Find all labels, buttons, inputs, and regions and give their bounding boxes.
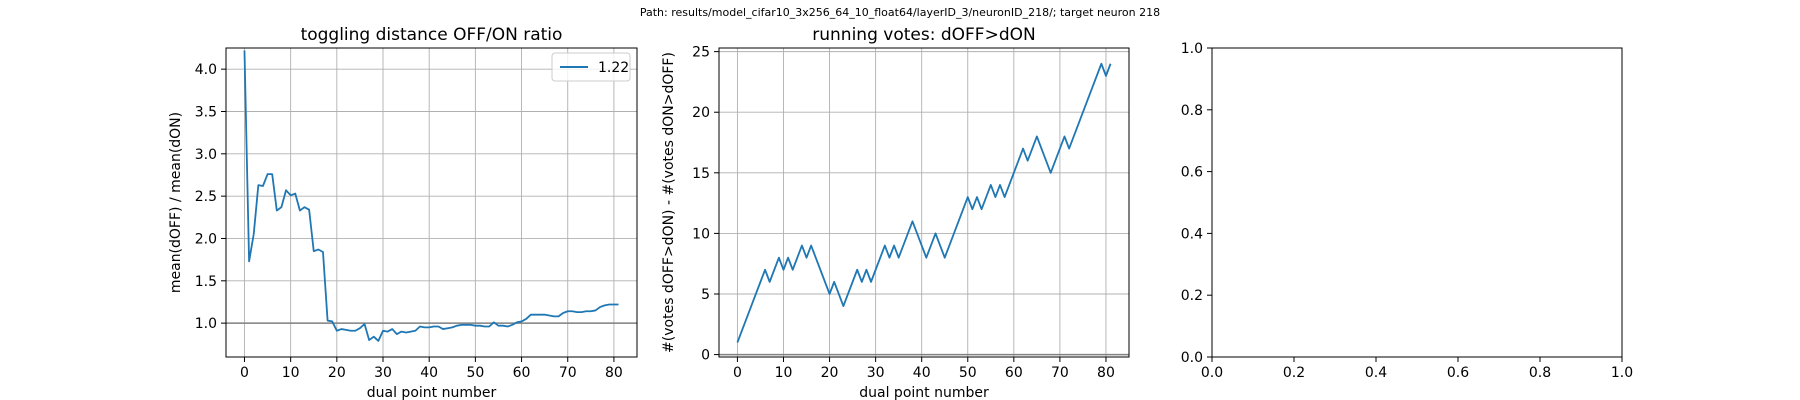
chart1-ytick-label-1: 5 bbox=[701, 287, 710, 303]
chart0-ytick-label-0: 1.0 bbox=[195, 316, 217, 332]
chart2-ytick-label-4: 0.8 bbox=[1181, 103, 1203, 119]
chart0-ytick-label-5: 3.5 bbox=[195, 104, 217, 120]
chart2-xtick-label-5: 1.0 bbox=[1611, 365, 1633, 381]
chart0-legend-label-0: 1.22 bbox=[598, 60, 629, 76]
chart1-title: running votes: dOFF>dON bbox=[812, 25, 1035, 45]
chart2-xtick-label-3: 0.6 bbox=[1447, 365, 1469, 381]
figure-suptitle: Path: results/model_cifar10_3x256_64_10_… bbox=[640, 6, 1160, 19]
chart0-ytick-label-2: 2.0 bbox=[195, 231, 217, 247]
chart1-xtick-label-7: 70 bbox=[1051, 365, 1069, 381]
chart1-xtick-label-1: 10 bbox=[775, 365, 793, 381]
chart2-xtick-label-1: 0.2 bbox=[1283, 365, 1305, 381]
chart1-ytick-label-0: 0 bbox=[701, 348, 710, 364]
chart0-xtick-label-5: 50 bbox=[466, 365, 484, 381]
chart1-ytick-label-4: 20 bbox=[692, 105, 710, 121]
chart0-ytick-label-3: 2.5 bbox=[195, 189, 217, 205]
chart1-xtick-label-3: 30 bbox=[867, 365, 885, 381]
chart1-ytick-label-5: 25 bbox=[692, 45, 710, 61]
chart2-ytick-label-0: 0.0 bbox=[1181, 350, 1203, 366]
chart0-xtick-label-2: 20 bbox=[328, 365, 346, 381]
chart2-xtick-label-0: 0.0 bbox=[1201, 365, 1223, 381]
chart1-ytick-label-2: 10 bbox=[692, 226, 710, 242]
chart1-ylabel: #(votes dOFF>dON) - #(votes dON>dOFF) bbox=[661, 52, 677, 353]
chart2-ytick-label-3: 0.6 bbox=[1181, 165, 1203, 181]
chart2-ytick-label-5: 1.0 bbox=[1181, 41, 1203, 57]
chart2-ytick-label-1: 0.2 bbox=[1181, 288, 1203, 304]
chart1-xtick-label-2: 20 bbox=[821, 365, 839, 381]
chart0-xtick-label-8: 80 bbox=[605, 365, 623, 381]
chart1-series-line-0 bbox=[736, 62, 1112, 343]
chart0-xtick-label-7: 70 bbox=[559, 365, 577, 381]
chart0-ylabel: mean(dOFF) / mean(dON) bbox=[168, 112, 184, 293]
chart1-xtick-label-6: 60 bbox=[1005, 365, 1023, 381]
subplot-toggling-ratio: 0 10 20 30 40 50 60 70 80 1.0 1.5 2.0 2.5 3.0 3.5 4.0 to… bbox=[168, 25, 638, 400]
chart0-ytick-label-4: 3.0 bbox=[195, 147, 217, 163]
chart1-xtick-label-8: 80 bbox=[1097, 365, 1115, 381]
chart2-xtick-label-2: 0.4 bbox=[1365, 365, 1387, 381]
chart0-legend-box bbox=[551, 52, 631, 82]
chart0-title: toggling distance OFF/ON ratio bbox=[301, 25, 563, 45]
chart0-ytick-label-6: 4.0 bbox=[195, 62, 217, 78]
chart0-xlabel: dual point number bbox=[367, 385, 497, 400]
chart1-xtick-label-0: 0 bbox=[733, 365, 742, 381]
chart0-xtick-label-0: 0 bbox=[240, 365, 249, 381]
chart1-ytick-label-3: 15 bbox=[692, 166, 710, 182]
chart2-ytick-label-2: 0.4 bbox=[1181, 226, 1203, 242]
chart1-xtick-label-4: 40 bbox=[913, 365, 931, 381]
chart0-xtick-label-1: 10 bbox=[282, 365, 300, 381]
chart2-axes-frame bbox=[1211, 47, 1623, 358]
chart0-ytick-label-1: 1.5 bbox=[195, 274, 217, 290]
chart0-xtick-label-6: 60 bbox=[513, 365, 531, 381]
chart0-axes-frame bbox=[225, 47, 638, 358]
chart0-xtick-label-4: 40 bbox=[420, 365, 438, 381]
chart1-xlabel: dual point number bbox=[859, 385, 989, 400]
chart1-xtick-label-5: 50 bbox=[959, 365, 977, 381]
chart0-xtick-label-3: 30 bbox=[374, 365, 392, 381]
subplot-running-votes: 0 10 20 30 40 50 60 70 80 0 5 10 15 20 25 running votes… bbox=[661, 25, 1130, 400]
chart0-series-line-0 bbox=[243, 50, 619, 342]
chart1-axes-frame bbox=[718, 47, 1130, 358]
subplot-empty: 0.0 0.2 0.4 0.6 0.8 1.0 0.0 0.2 0.4 0.6 0.8 1.0 bbox=[1181, 41, 1633, 381]
chart2-xtick-label-4: 0.8 bbox=[1529, 365, 1551, 381]
